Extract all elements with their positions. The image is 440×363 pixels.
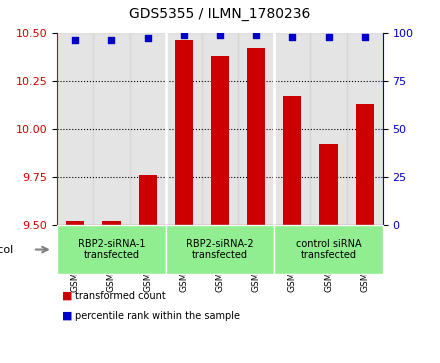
Bar	[93, 33, 129, 225]
Point	[253, 32, 260, 37]
Text: transformed count: transformed count	[75, 291, 165, 301]
Point	[216, 32, 224, 37]
Text: ■: ■	[62, 311, 72, 321]
Bar	[175, 40, 193, 225]
Point	[361, 34, 368, 40]
Bar	[247, 48, 265, 225]
Bar	[57, 33, 93, 225]
Text: RBP2-siRNA-1
transfected: RBP2-siRNA-1 transfected	[78, 239, 145, 260]
Bar	[139, 175, 157, 225]
Text: protocol: protocol	[0, 245, 13, 254]
Bar	[103, 221, 121, 225]
Bar	[238, 33, 274, 225]
Bar	[166, 33, 202, 225]
Text: control siRNA
transfected: control siRNA transfected	[296, 239, 361, 260]
Bar	[274, 33, 311, 225]
Text: ■: ■	[62, 291, 72, 301]
Point	[72, 37, 79, 43]
Text: GDS5355 / ILMN_1780236: GDS5355 / ILMN_1780236	[129, 7, 311, 21]
Bar	[66, 221, 84, 225]
Point	[144, 36, 151, 41]
Text: RBP2-siRNA-2
transfected: RBP2-siRNA-2 transfected	[186, 239, 254, 260]
Bar	[283, 96, 301, 225]
Bar	[202, 33, 238, 225]
Point	[289, 34, 296, 40]
Bar	[211, 56, 229, 225]
Bar	[311, 33, 347, 225]
Bar	[129, 33, 166, 225]
Text: percentile rank within the sample: percentile rank within the sample	[75, 311, 240, 321]
Point	[108, 37, 115, 43]
Point	[325, 34, 332, 40]
Point	[180, 32, 187, 37]
Bar	[356, 104, 374, 225]
Bar	[319, 144, 337, 225]
Bar	[347, 33, 383, 225]
